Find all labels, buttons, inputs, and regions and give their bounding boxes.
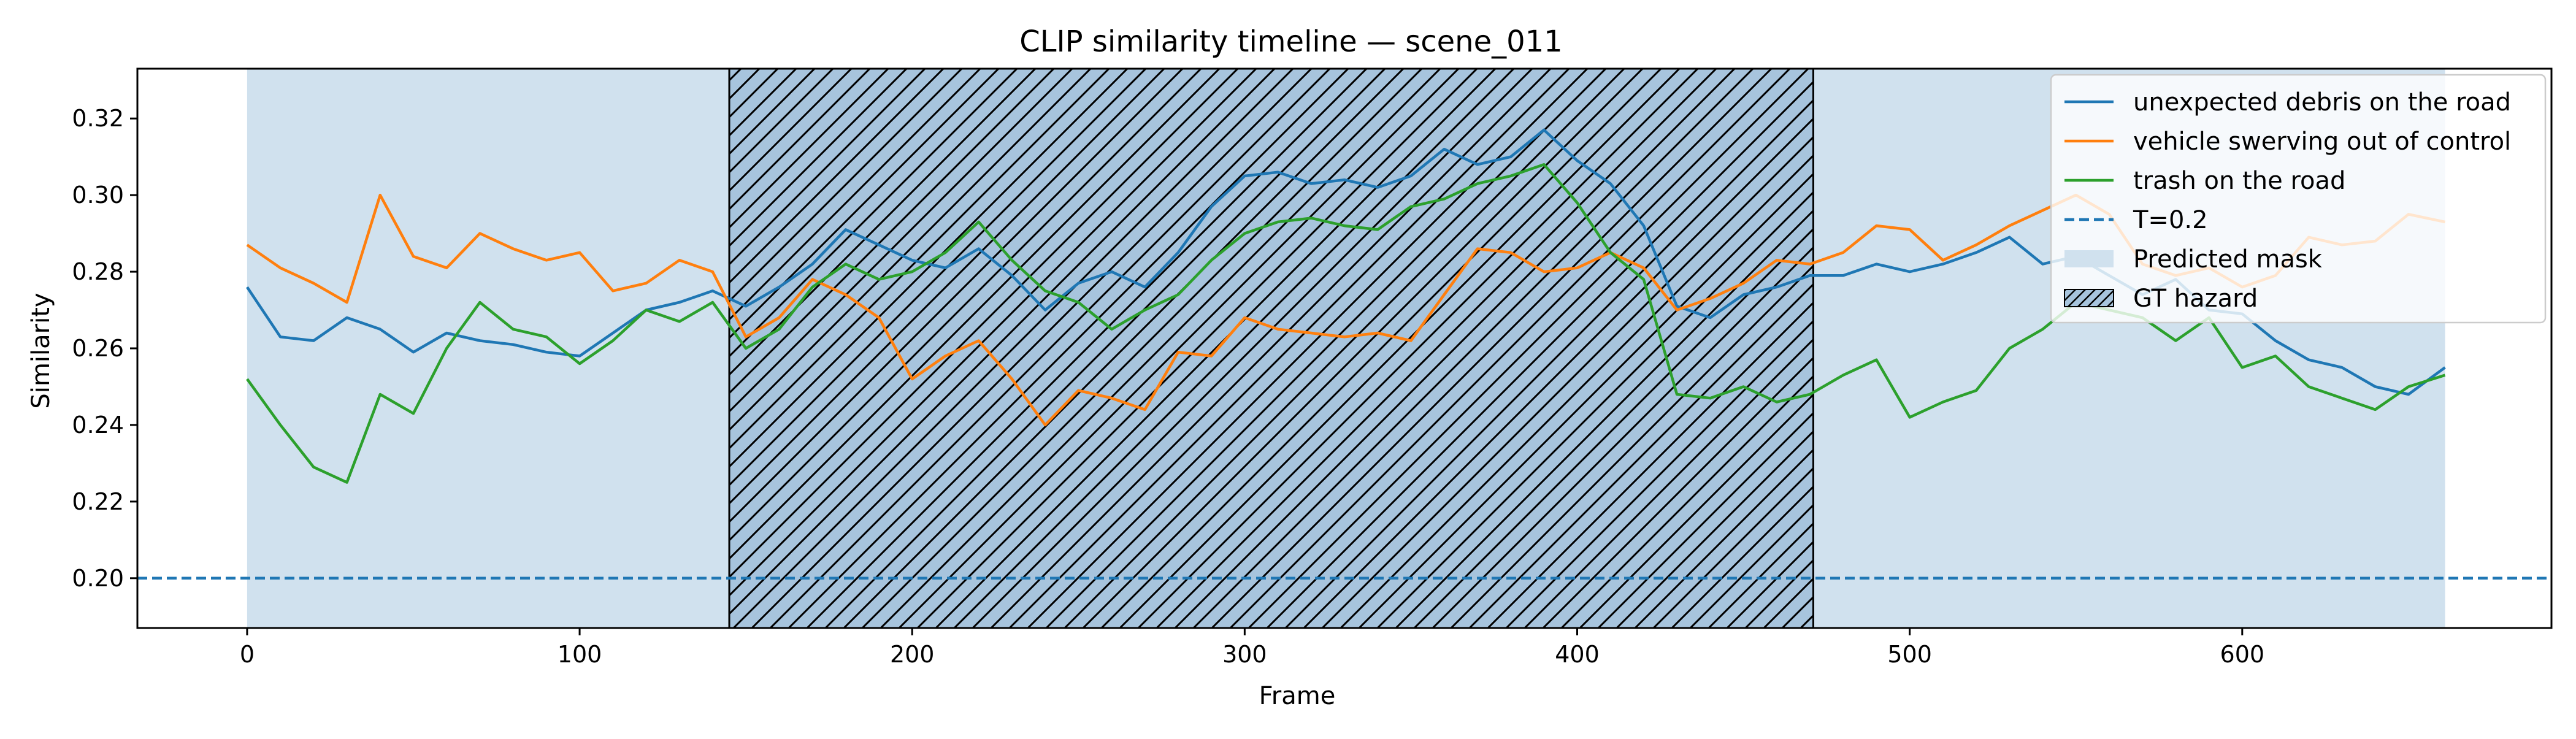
chart-title: CLIP similarity timeline — scene_011: [1019, 25, 1562, 59]
y-tick-label: 0.24: [72, 412, 124, 438]
x-tick-label: 300: [1222, 641, 1267, 668]
x-tick-label: 500: [1887, 641, 1932, 668]
y-tick-label: 0.26: [72, 335, 124, 362]
y-tick-label: 0.32: [72, 105, 124, 132]
x-axis: 0 100 200 300 400 500 600: [240, 628, 2264, 668]
legend-handle-mask: [2064, 250, 2114, 267]
legend-label: trash on the road: [2133, 167, 2345, 195]
y-tick-label: 0.20: [72, 565, 124, 592]
legend-label: GT hazard: [2133, 285, 2258, 313]
legend-label: vehicle swerving out of control: [2133, 128, 2511, 156]
y-axis-label: Similarity: [27, 293, 55, 408]
gt-hazard-hatch: [728, 69, 1814, 628]
y-tick-label: 0.30: [72, 182, 124, 209]
x-axis-label: Frame: [1259, 682, 1336, 710]
x-tick-label: 200: [890, 641, 935, 668]
x-tick-label: 600: [2220, 641, 2265, 668]
x-tick-label: 400: [1555, 641, 1600, 668]
y-tick-label: 0.28: [72, 258, 124, 285]
y-axis: 0.20 0.22 0.24 0.26 0.28 0.30 0.32: [72, 105, 137, 592]
legend-label: T=0.2: [2133, 206, 2208, 234]
legend-handle-gt-hatch: [2064, 289, 2114, 307]
y-tick-label: 0.22: [72, 488, 124, 515]
legend-label: Predicted mask: [2133, 245, 2323, 274]
x-tick-label: 0: [240, 641, 255, 668]
legend-label: unexpected debris on the road: [2133, 88, 2511, 117]
legend-box: [2050, 74, 2547, 324]
legend: unexpected debris on the road vehicle swe…: [2050, 74, 2547, 324]
x-tick-label: 100: [558, 641, 602, 668]
